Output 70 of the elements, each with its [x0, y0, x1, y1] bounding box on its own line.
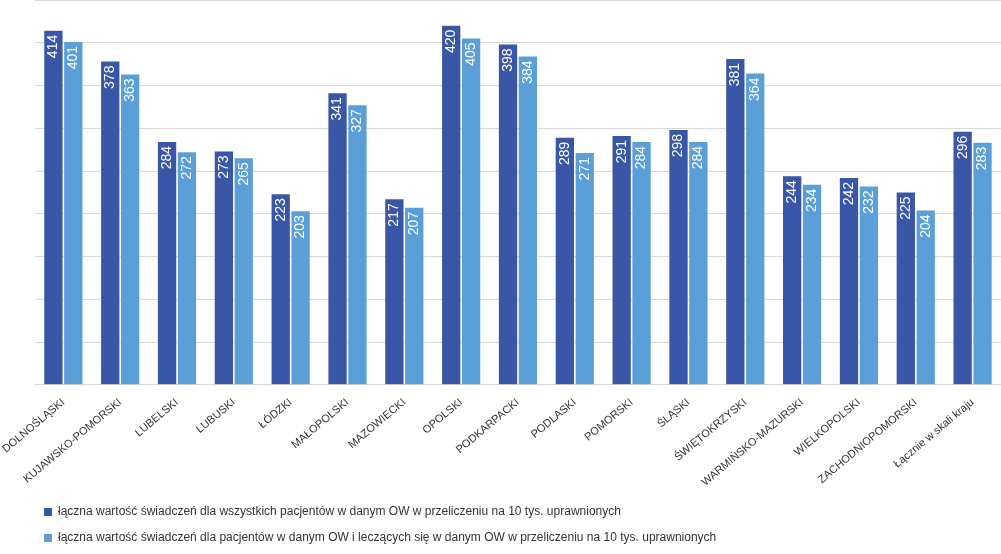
bar: [348, 105, 367, 385]
data-label: 223: [271, 197, 288, 222]
data-label: 283: [973, 146, 990, 171]
bar: [632, 141, 651, 385]
bar: [44, 30, 63, 385]
data-label: 265: [234, 162, 251, 186]
bar: [689, 141, 708, 385]
bar: [405, 207, 424, 385]
bar: [575, 153, 594, 385]
bar: [461, 38, 481, 385]
data-label: 244: [783, 179, 800, 204]
bar: [120, 74, 140, 385]
data-label: 381: [726, 62, 743, 87]
bar: [916, 210, 935, 385]
bar: [746, 73, 765, 385]
data-label: 217: [385, 203, 402, 227]
legend-label: łączna wartość świadczeń dla wszystkich pacjentów w danym OW w przeliczeniu na 10 tys. uprawnionych: [58, 504, 621, 519]
bar: [291, 211, 310, 385]
data-label: 298: [669, 133, 686, 158]
bar: [518, 56, 538, 385]
bar: [612, 135, 631, 385]
data-label: 284: [632, 145, 649, 170]
data-label: 327: [348, 108, 365, 133]
legend-label: łączna wartość świadczeń dla pacjentów w danym OW i leczących się w danym OW w przeliczeniu na 10 tys. uprawnionych: [58, 530, 717, 545]
bar: [328, 93, 347, 385]
bar: [498, 44, 518, 385]
bar: [802, 184, 822, 385]
bar: [271, 194, 290, 385]
data-label: 242: [839, 181, 856, 206]
data-label: 420: [442, 29, 459, 54]
data-label: 341: [328, 97, 345, 121]
bar: [896, 192, 915, 385]
data-label: 398: [498, 48, 515, 72]
bar: [101, 61, 120, 385]
bar: [839, 177, 859, 385]
data-label: 414: [44, 34, 61, 59]
data-label: 232: [859, 190, 876, 214]
data-label: 204: [916, 214, 933, 238]
data-label: 378: [101, 65, 118, 89]
data-label: 284: [157, 145, 174, 170]
data-label: 364: [746, 77, 763, 101]
bar: [669, 130, 688, 385]
bar: [859, 186, 879, 385]
bar: [157, 141, 177, 385]
bar: [442, 25, 461, 385]
bar: [234, 158, 253, 385]
data-label: 284: [689, 145, 706, 170]
data-label: 271: [575, 156, 592, 181]
bar: [783, 176, 802, 385]
data-label: 384: [518, 60, 535, 84]
data-label: 289: [555, 141, 572, 166]
bar: [385, 199, 404, 385]
bar: [64, 41, 83, 385]
bar: [973, 142, 992, 385]
bar: [555, 137, 574, 385]
data-label: 363: [120, 78, 137, 102]
data-label: 296: [953, 135, 970, 160]
bar: [953, 131, 972, 385]
data-label: 273: [214, 155, 231, 179]
data-label: 203: [291, 215, 308, 239]
data-label: 405: [461, 42, 478, 66]
bar: [214, 151, 234, 385]
data-label: 291: [612, 139, 629, 164]
data-label: 272: [177, 156, 194, 180]
data-label: 225: [896, 196, 913, 220]
bar: [726, 59, 745, 385]
data-label: 401: [64, 45, 81, 70]
data-label: 234: [802, 188, 819, 213]
data-label: 207: [405, 211, 422, 236]
bar: [177, 152, 197, 385]
